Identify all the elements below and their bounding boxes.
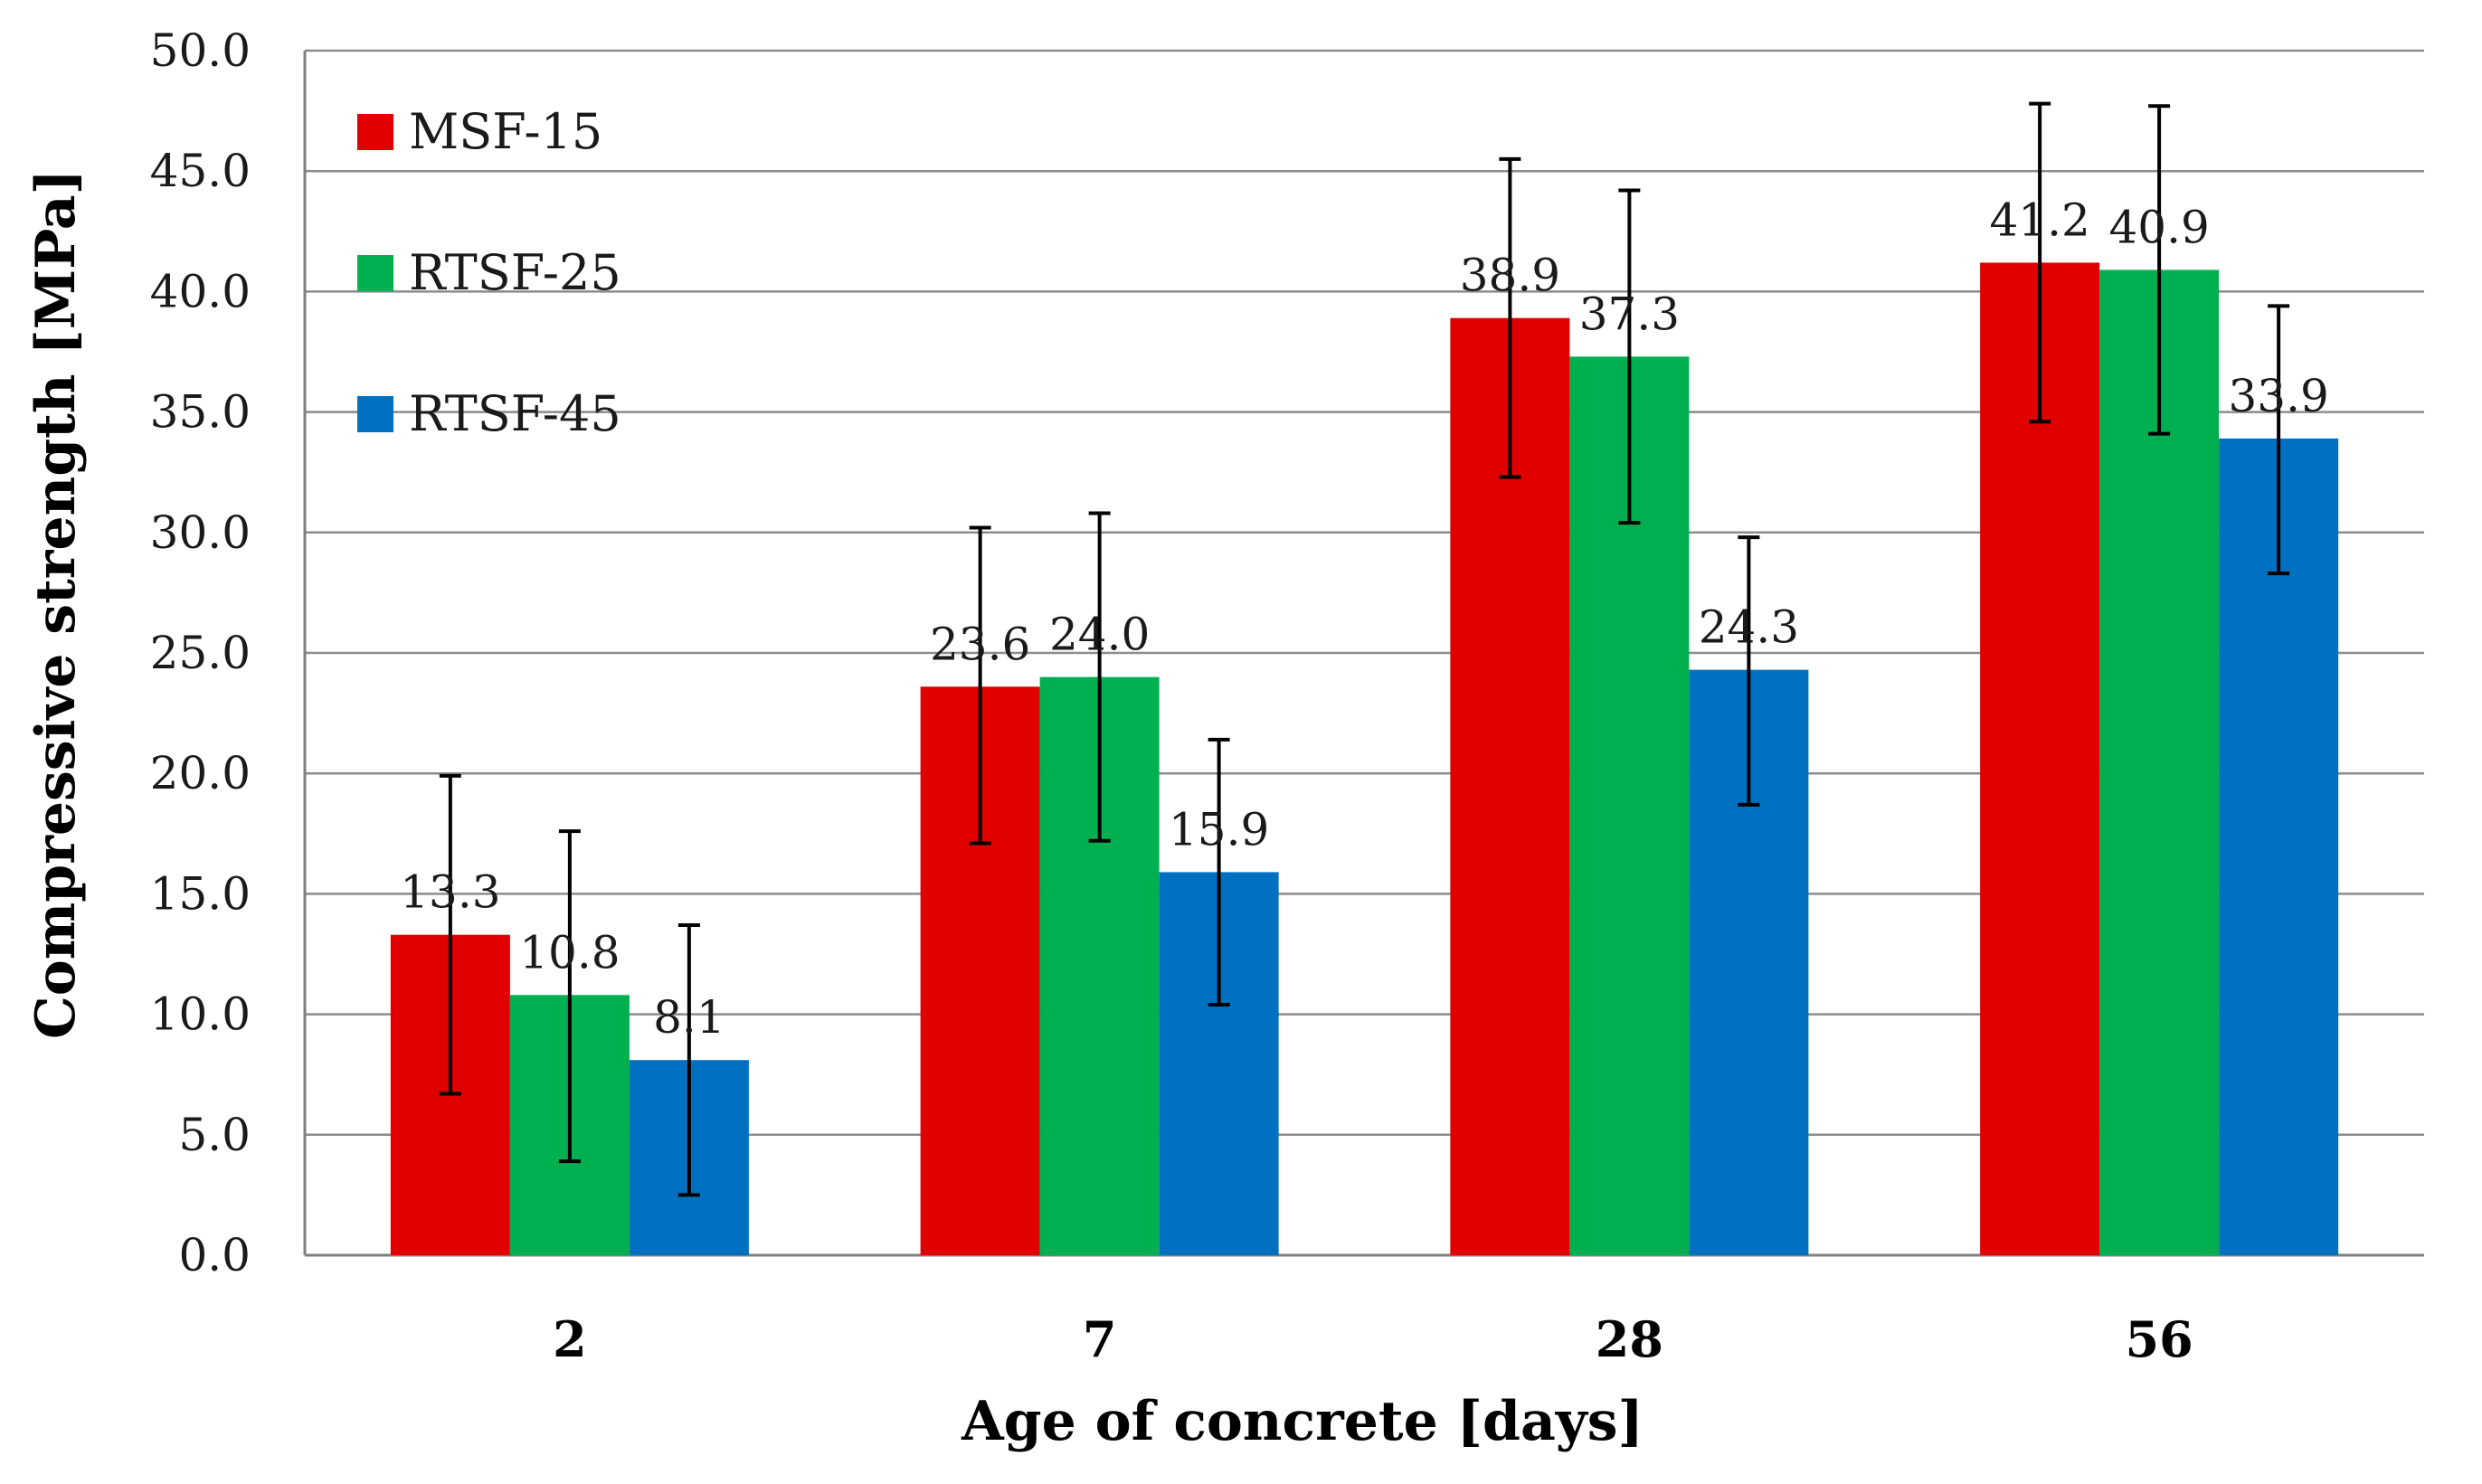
data-label: 40.9 bbox=[2108, 201, 2209, 253]
y-tick-label: 35.0 bbox=[150, 386, 251, 439]
x-category-label: 7 bbox=[1083, 1310, 1117, 1368]
legend-swatch bbox=[357, 114, 393, 150]
legend: MSF-15 RTSF-25 RTSF-45 bbox=[357, 103, 621, 442]
data-label: 23.6 bbox=[930, 618, 1030, 670]
data-labels: 13.3 10.8 8.1 23.6 24.0 15.9 38.9 37.3 24.3 41.2 4… bbox=[400, 194, 2329, 1044]
error-bars bbox=[439, 101, 2290, 1197]
data-label: 15.9 bbox=[1169, 803, 1269, 855]
y-tick-label: 10.0 bbox=[150, 988, 251, 1041]
y-tick-label: 50.0 bbox=[150, 24, 251, 77]
bar bbox=[1980, 262, 2100, 1255]
legend-label: RTSF-45 bbox=[409, 385, 621, 442]
y-tick-label: 5.0 bbox=[178, 1109, 251, 1161]
y-axis-title: Compressive strength [MPa] bbox=[24, 169, 88, 1039]
y-tick-label: 20.0 bbox=[150, 747, 251, 799]
y-axis-ticks: 0.0 5.0 10.0 15.0 20.0 25.0 30.0 35.0 40.0 45.0 50… bbox=[150, 24, 251, 1281]
x-axis-categories: 2 7 28 56 bbox=[553, 1310, 2193, 1368]
y-tick-label: 15.0 bbox=[150, 867, 251, 920]
bars bbox=[390, 262, 2339, 1256]
data-label: 41.2 bbox=[1989, 194, 2089, 246]
legend-label: MSF-15 bbox=[409, 103, 602, 160]
legend-swatch bbox=[357, 255, 393, 291]
y-tick-label: 25.0 bbox=[150, 627, 251, 679]
data-label: 24.3 bbox=[1699, 601, 1799, 654]
x-category-label: 56 bbox=[2126, 1310, 2193, 1368]
x-axis-title: Age of concrete [days] bbox=[961, 1390, 1644, 1453]
y-tick-label: 30.0 bbox=[150, 506, 251, 559]
legend-label: RTSF-25 bbox=[409, 244, 621, 301]
y-tick-label: 40.0 bbox=[150, 265, 251, 317]
x-category-label: 28 bbox=[1596, 1310, 1663, 1368]
legend-swatch bbox=[357, 396, 393, 432]
data-label: 24.0 bbox=[1049, 609, 1150, 661]
x-category-label: 2 bbox=[553, 1310, 587, 1368]
y-tick-label: 0.0 bbox=[178, 1229, 251, 1281]
data-label: 37.3 bbox=[1579, 288, 1680, 340]
data-label: 38.9 bbox=[1460, 250, 1560, 302]
data-label: 8.1 bbox=[653, 991, 725, 1044]
data-label: 10.8 bbox=[519, 926, 620, 978]
data-label: 33.9 bbox=[2228, 370, 2328, 422]
data-label: 13.3 bbox=[400, 866, 500, 919]
y-tick-label: 45.0 bbox=[150, 145, 251, 197]
